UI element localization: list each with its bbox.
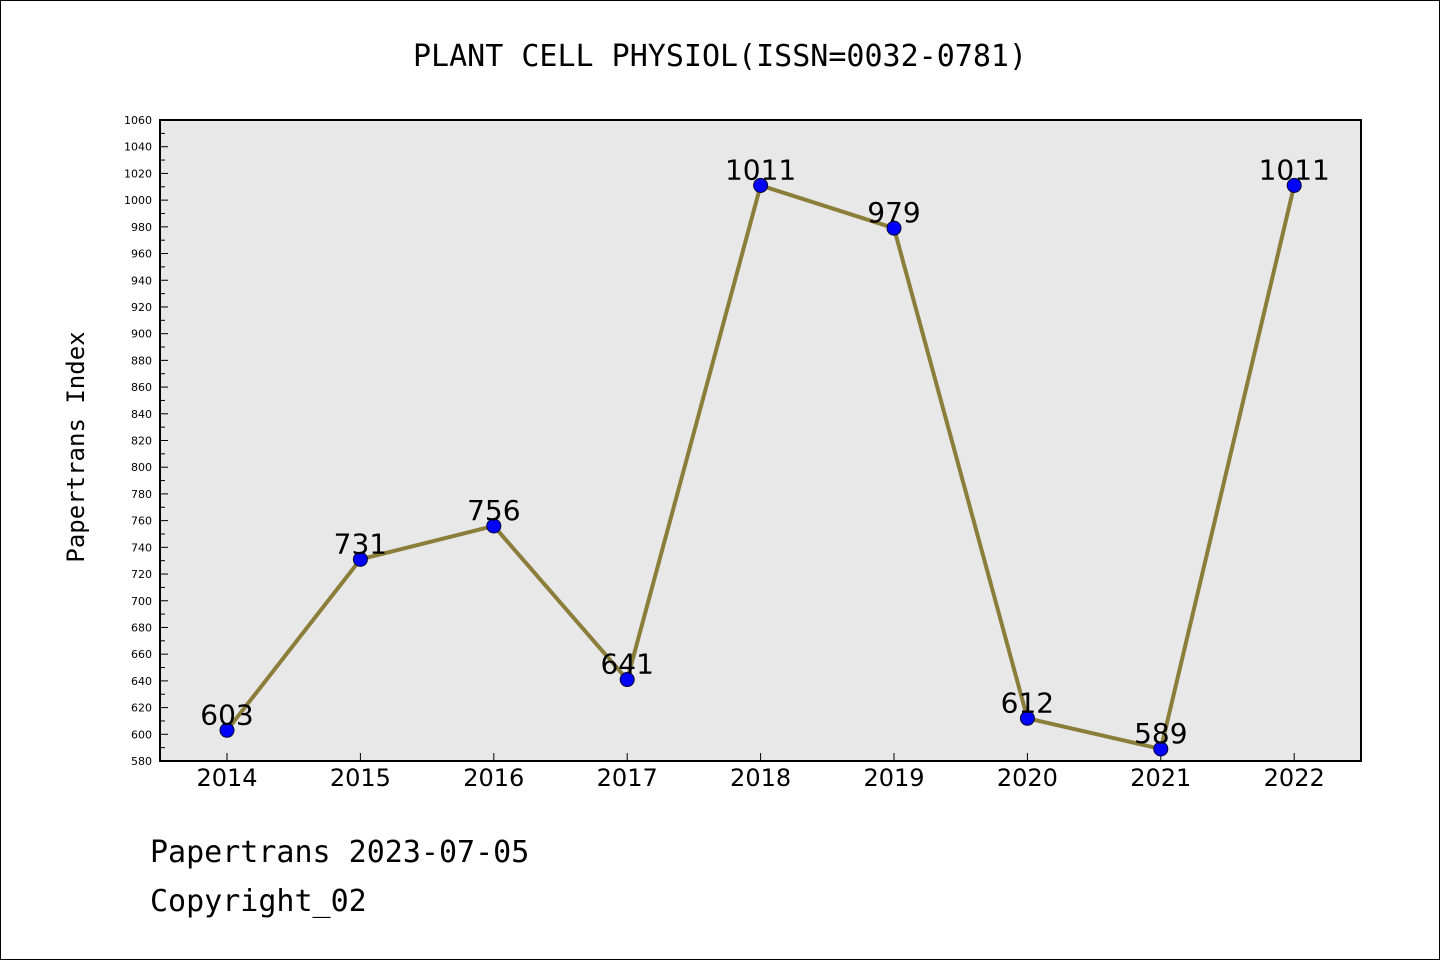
y-tick-label: 840 [131, 408, 152, 421]
data-point [886, 220, 902, 236]
y-tick-label: 760 [131, 515, 152, 528]
data-label: 731 [334, 527, 387, 560]
data-labels: 603 731 756 641 1011 979 612 589 1011 [200, 153, 1330, 750]
y-tick-label: 640 [131, 675, 152, 688]
x-tick-label: 2021 [1130, 764, 1191, 792]
y-tick-label: 1060 [124, 114, 152, 127]
y-tick-label: 600 [131, 728, 152, 741]
y-tick-label: 620 [131, 702, 152, 715]
x-axis: 2014 2015 2016 2017 2018 2019 2020 2021 2022 [196, 753, 1325, 792]
data-label: 612 [1001, 686, 1054, 719]
plot-area [160, 120, 1361, 761]
data-point [619, 672, 635, 688]
y-tick-label: 680 [131, 621, 152, 634]
y-tick-label: 900 [131, 328, 152, 341]
x-tick-label: 2015 [330, 764, 391, 792]
y-tick-label: 880 [131, 354, 152, 367]
y-tick-label: 960 [131, 248, 152, 261]
data-label: 589 [1134, 717, 1187, 750]
y-tick-label: 660 [131, 648, 152, 661]
y-axis-label: Papertrans Index [62, 331, 90, 562]
x-tick-label: 2016 [463, 764, 524, 792]
x-tick-label: 2014 [196, 764, 257, 792]
data-point [486, 518, 502, 534]
footer-date: Papertrans 2023-07-05 [150, 835, 530, 870]
x-tick-label: 2020 [997, 764, 1058, 792]
data-label: 641 [600, 648, 653, 681]
y-tick-label: 1020 [124, 167, 152, 180]
y-axis: 580 600 620 640 660 680 700 720 740 760 780 800 820 8… [124, 114, 168, 768]
footer-copyright: Copyright_02 [150, 884, 367, 919]
y-tick-label: 740 [131, 541, 152, 554]
y-tick-label: 940 [131, 274, 152, 287]
y-tick-label: 1000 [124, 194, 152, 207]
plot-border [159, 119, 1362, 762]
data-point [1019, 710, 1035, 726]
data-label: 979 [867, 196, 920, 229]
chart-title: PLANT CELL PHYSIOL(ISSN=0032-0781) [413, 39, 1027, 74]
y-tick-label: 780 [131, 488, 152, 501]
y-tick-label: 720 [131, 568, 152, 581]
y-tick-label: 800 [131, 461, 152, 474]
y-tick-label: 1040 [124, 141, 152, 154]
x-tick-label: 2017 [597, 764, 658, 792]
data-point [1153, 741, 1169, 757]
data-label: 756 [467, 494, 520, 527]
x-tick-label: 2019 [863, 764, 924, 792]
y-tick-label: 580 [131, 755, 152, 768]
data-points [219, 177, 1302, 757]
y-tick-label: 860 [131, 381, 152, 394]
data-label: 1011 [725, 153, 796, 186]
y-tick-label: 980 [131, 221, 152, 234]
y-tick-label: 820 [131, 435, 152, 448]
data-point [753, 177, 769, 193]
data-point [352, 551, 368, 567]
x-tick-label: 2022 [1264, 764, 1325, 792]
data-point [219, 722, 235, 738]
data-label: 1011 [1259, 153, 1330, 186]
data-point [1286, 177, 1302, 193]
x-tick-label: 2018 [730, 764, 791, 792]
data-label: 603 [200, 698, 253, 731]
y-tick-label: 700 [131, 595, 152, 608]
y-tick-label: 920 [131, 301, 152, 314]
